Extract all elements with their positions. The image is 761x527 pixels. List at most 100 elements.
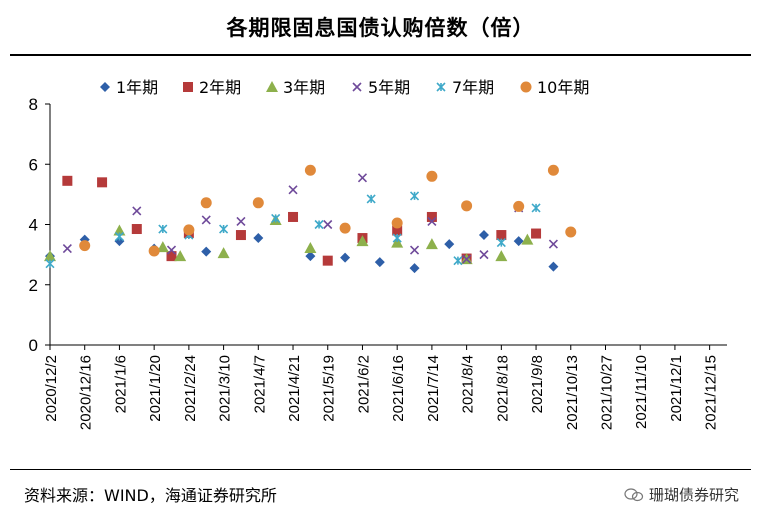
data-point	[409, 245, 420, 255]
legend-marker	[520, 81, 532, 93]
data-point	[531, 203, 541, 213]
data-point	[253, 233, 264, 244]
data-point	[235, 230, 246, 241]
data-point	[114, 231, 125, 242]
data-point	[356, 235, 369, 247]
x-tick-label: 2021/8/4	[460, 355, 477, 413]
x-tick-label: 2021/4/21	[286, 355, 303, 422]
data-point	[62, 244, 72, 254]
data-point	[479, 250, 489, 260]
x-tick-label: 2021/6/2	[355, 355, 372, 413]
legend-label: 3年期	[283, 78, 325, 97]
data-point	[548, 261, 559, 272]
legend-label: 10年期	[537, 78, 589, 97]
legend-item: 1年期	[100, 78, 158, 97]
y-tick-label: 4	[29, 216, 38, 235]
legend-marker	[352, 82, 362, 92]
data-point	[478, 230, 489, 241]
data-point	[496, 238, 506, 248]
data-point	[62, 175, 73, 186]
x-tick-label: 2021/1/20	[147, 355, 164, 422]
series-6	[79, 164, 577, 257]
y-tick-label: 0	[29, 336, 38, 355]
x-tick-label: 2021/10/27	[598, 355, 615, 430]
legend-marker	[100, 82, 110, 92]
data-point	[426, 170, 438, 182]
data-point	[444, 239, 455, 250]
watermark: 珊瑚债券研究	[624, 484, 739, 505]
series-3	[44, 213, 534, 265]
legend-item: 5年期	[352, 78, 410, 97]
title-bar: 各期限固息国债认购倍数（倍）	[0, 0, 761, 57]
data-point	[495, 250, 508, 262]
data-point	[374, 257, 385, 268]
chart-area: 0 2 4 6 8 2020/12/2 2020/12/16 2021/1/6 2021/1/2…	[29, 78, 727, 430]
legend-marker	[183, 82, 193, 92]
x-tick-label: 2021/11/10	[633, 355, 650, 429]
x-tick-label: 2021/3/10	[217, 355, 234, 422]
data-point	[174, 250, 187, 262]
legend-label: 2年期	[199, 78, 241, 97]
series-5	[45, 191, 541, 269]
x-tick-label: 2020/12/2	[43, 355, 60, 422]
data-point	[288, 185, 298, 195]
legend-marker	[436, 82, 446, 92]
data-point	[366, 194, 376, 204]
data-point	[322, 255, 333, 266]
x-tick-label: 2021/4/7	[251, 355, 268, 413]
x-tick-label: 2021/12/1	[668, 355, 685, 422]
data-point	[201, 246, 212, 257]
data-point	[462, 254, 472, 264]
data-point	[271, 213, 281, 224]
data-point	[409, 191, 420, 201]
data-point	[425, 238, 438, 250]
footer-rule	[10, 469, 751, 470]
data-point	[158, 224, 168, 234]
x-tick-label: 2021/7/14	[425, 355, 442, 422]
wechat-icon	[624, 487, 644, 501]
x-tick-label: 2021/1/6	[112, 355, 129, 413]
data-point	[521, 233, 534, 245]
y-tick-label: 6	[29, 155, 38, 174]
data-point	[166, 245, 177, 255]
data-point	[391, 236, 404, 248]
data-point	[217, 247, 230, 259]
source-note: 资料来源：WIND，海通证券研究所	[24, 486, 277, 505]
data-point	[304, 241, 317, 253]
data-point	[252, 197, 264, 209]
data-point	[148, 245, 160, 257]
data-point	[236, 216, 246, 227]
data-point	[201, 215, 211, 225]
data-point	[453, 256, 463, 266]
data-point	[392, 233, 402, 243]
data-point	[547, 164, 559, 176]
x-tick-label: 2021/10/13	[564, 355, 581, 430]
data-point	[183, 224, 195, 236]
title-rule	[10, 54, 751, 56]
x-tick-label: 2021/5/19	[321, 355, 338, 422]
data-point	[44, 250, 56, 262]
data-point	[323, 219, 333, 230]
x-tick-label: 2021/9/8	[529, 355, 546, 413]
data-point	[79, 240, 91, 252]
x-tick-label: 2021/12/15	[703, 355, 720, 430]
x-tick-label: 2021/6/16	[390, 355, 407, 422]
data-point	[97, 177, 108, 188]
x-tick-label: 2020/12/16	[78, 355, 95, 430]
legend-item: 7年期	[436, 78, 494, 97]
data-point	[304, 164, 316, 176]
x-tick-label: 2021/8/18	[494, 355, 511, 422]
data-point	[392, 225, 403, 236]
data-point	[339, 222, 351, 234]
data-point	[427, 216, 437, 227]
data-point	[166, 251, 177, 262]
chart-title: 各期限固息国债认购倍数（倍）	[226, 16, 535, 40]
data-point	[409, 263, 420, 274]
legend-item: 10年期	[520, 78, 589, 97]
data-point	[132, 206, 142, 216]
data-point	[45, 259, 55, 269]
data-point	[426, 211, 437, 222]
legend-item: 3年期	[266, 78, 325, 97]
data-point	[305, 251, 316, 262]
data-point	[288, 211, 299, 222]
